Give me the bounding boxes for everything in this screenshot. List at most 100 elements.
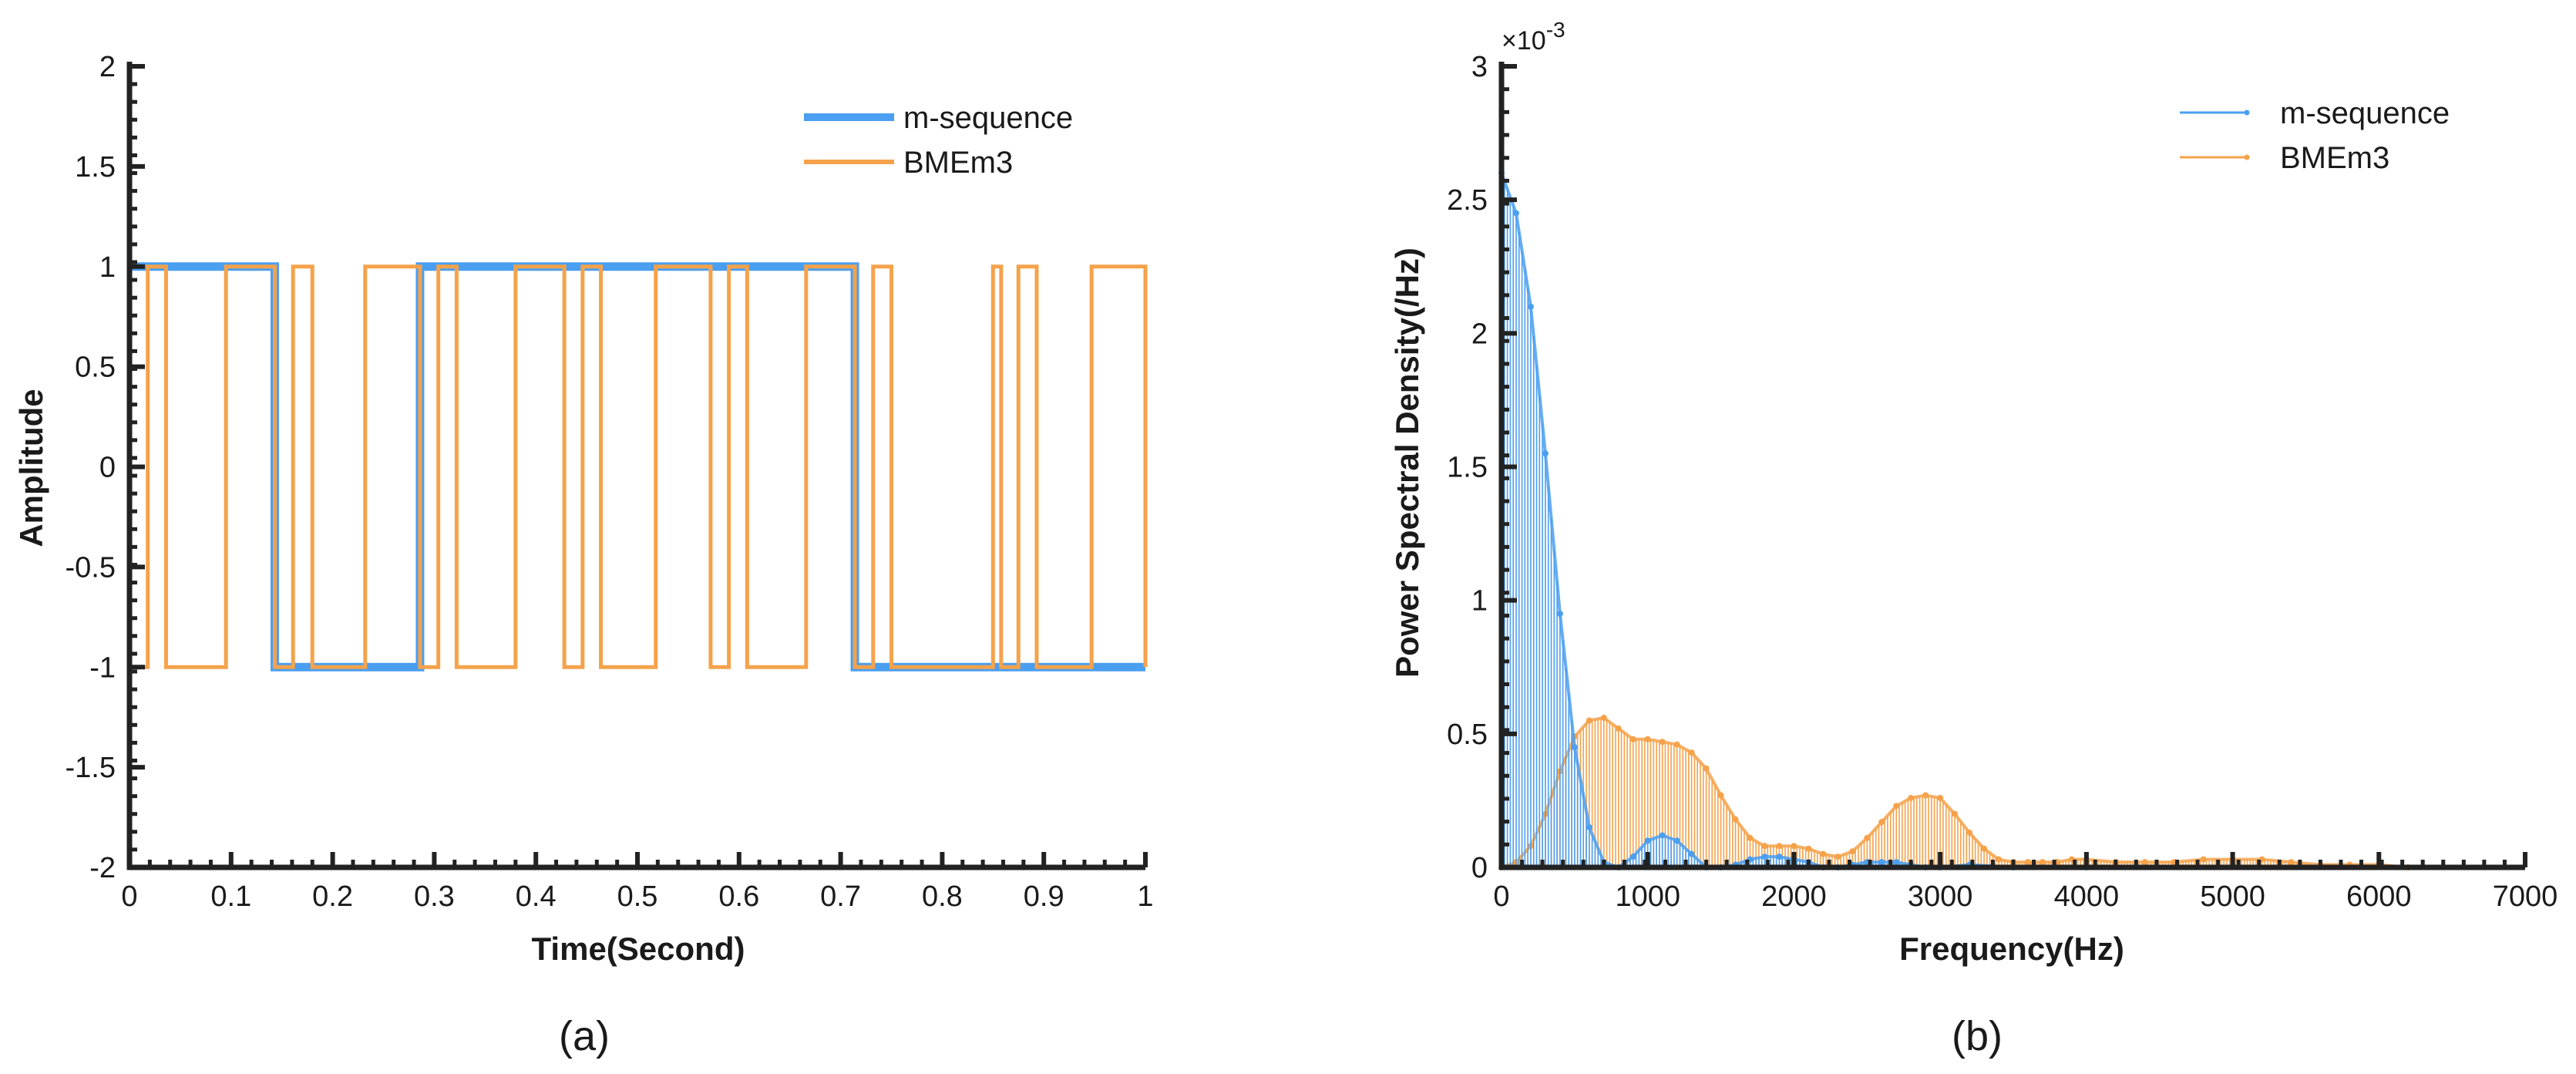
a-x-tick-label: 0.7 xyxy=(820,880,861,913)
a-x-tick-label: 0.8 xyxy=(922,880,963,913)
a-y-tick-label: -2 xyxy=(89,852,116,884)
b-point-bmem3 xyxy=(1615,725,1622,732)
panel-a-axes xyxy=(126,62,1148,870)
panel-b-caption: (b) xyxy=(1952,1013,2003,1059)
b-point-bmem3 xyxy=(1586,717,1592,724)
b-point-bmem3 xyxy=(1893,803,1900,810)
b-point-bmem3 xyxy=(1659,739,1666,746)
panel-b-y-axis-title: Power Spectral Density(/Hz) xyxy=(1389,247,1425,678)
b-x-tick-label: 7000 xyxy=(2493,880,2558,913)
b-point-m-sequence xyxy=(1878,859,1885,866)
b-point-bmem3 xyxy=(2141,859,2148,866)
panel-a-time-domain: 0 0.1 0.2 0.3 0.4 0.5 0.6 0.7 0.8 0.9 1 -2 -1.5 -1 -0… xyxy=(13,51,1154,1059)
panel-b-y-exponent: ×10-3 xyxy=(1502,18,1565,56)
panel-b-y-exponent-power: -3 xyxy=(1546,18,1565,42)
b-point-bmem3 xyxy=(1747,834,1754,841)
b-x-tick-label: 1000 xyxy=(1615,880,1680,913)
b-x-tick-label: 6000 xyxy=(2346,880,2412,913)
b-point-bmem3 xyxy=(1849,848,1856,855)
b-point-bmem3 xyxy=(1952,810,1959,817)
b-point-m-sequence xyxy=(1688,850,1695,857)
a-y-tick-label: 1.5 xyxy=(75,151,116,183)
panel-b-axes xyxy=(1498,62,2527,870)
b-point-bmem3 xyxy=(1996,856,2003,863)
b-point-bmem3 xyxy=(1688,749,1695,756)
panel-b-legend-label-m-sequence: m-sequence xyxy=(2280,96,2450,130)
b-point-bmem3 xyxy=(1732,816,1739,823)
b-point-m-sequence xyxy=(1556,610,1563,617)
b-point-bmem3 xyxy=(1703,765,1710,772)
panel-a-x-tick-labels: 0 0.1 0.2 0.3 0.4 0.5 0.6 0.7 0.8 0.9 1 xyxy=(121,880,1153,913)
panel-a-plot-area xyxy=(129,262,1148,672)
panel-b-x-axis-title: Frequency(Hz) xyxy=(1899,931,2124,967)
b-point-bmem3 xyxy=(2024,859,2031,866)
b-y-tick-label: 0.5 xyxy=(1447,719,1488,751)
b-x-tick-label: 0 xyxy=(1493,880,1509,913)
a-x-tick-label: 0.4 xyxy=(516,880,557,913)
b-point-m-sequence xyxy=(1586,824,1592,831)
a-y-tick-label: 1 xyxy=(99,251,116,284)
panel-b-legend: m-sequence BMEm3 xyxy=(2180,96,2450,175)
b-envelope-m-sequence xyxy=(1500,172,2087,870)
panel-a-y-tick-labels: -2 -1.5 -1 -0.5 0 0.5 1 1.5 2 xyxy=(66,51,116,884)
b-point-bmem3 xyxy=(1673,741,1680,748)
b-x-tick-label: 3000 xyxy=(1908,880,1973,913)
b-point-bmem3 xyxy=(1908,794,1915,801)
a-x-tick-label: 0.3 xyxy=(414,880,455,913)
b-y-tick-label: 1.5 xyxy=(1447,452,1488,484)
b-point-bmem3 xyxy=(1922,792,1929,799)
b-envelope-bmem3 xyxy=(1501,715,2409,869)
panel-a-legend-label-bmem3: BMEm3 xyxy=(903,146,1013,180)
b-point-bmem3 xyxy=(1761,843,1768,850)
b-point-bmem3 xyxy=(1981,845,1988,852)
b-point-m-sequence xyxy=(1571,744,1578,751)
b-point-bmem3 xyxy=(1791,843,1797,850)
panel-b-legend-marker-bmem3 xyxy=(2244,154,2250,160)
b-point-m-sequence xyxy=(1542,450,1549,457)
b-point-bmem3 xyxy=(2039,859,2046,866)
b-point-bmem3 xyxy=(1717,792,1724,799)
b-point-bmem3 xyxy=(1834,853,1841,860)
panel-b-legend-label-bmem3: BMEm3 xyxy=(2280,141,2389,175)
b-point-m-sequence xyxy=(1673,837,1680,844)
a-x-tick-label: 0.1 xyxy=(210,880,251,913)
panel-b-y-tick-labels: 0 0.5 1 1.5 2 2.5 3 xyxy=(1447,51,1488,884)
b-point-bmem3 xyxy=(1864,834,1871,841)
b-point-bmem3 xyxy=(2200,856,2207,863)
a-y-tick-label: 2 xyxy=(99,51,116,83)
panel-a-x-axis-title: Time(Second) xyxy=(532,931,745,967)
b-point-m-sequence xyxy=(1512,210,1519,217)
b-y-tick-label: 2 xyxy=(1471,318,1488,350)
a-y-tick-label: -0.5 xyxy=(66,551,116,584)
panel-a-caption: (a) xyxy=(559,1013,610,1059)
b-point-m-sequence xyxy=(1629,853,1636,860)
b-x-tick-label: 2000 xyxy=(1761,880,1827,913)
b-point-m-sequence xyxy=(1659,832,1666,839)
panel-a-legend: m-sequence BMEm3 xyxy=(804,101,1073,180)
a-x-tick-label: 0.2 xyxy=(312,880,353,913)
b-point-bmem3 xyxy=(1966,829,1973,836)
b-point-bmem3 xyxy=(1805,845,1812,852)
panel-b-plot-area xyxy=(1498,170,2412,870)
b-y-tick-label: 1 xyxy=(1471,585,1488,618)
panel-b-legend-marker-m-sequence xyxy=(2244,109,2250,116)
panel-b-spectrum: 0 1000 2000 3000 4000 5000 6000 7000 0 0.5 1 1.5 2 2… xyxy=(1389,18,2558,1059)
b-point-m-sequence xyxy=(1761,853,1768,860)
b-point-bmem3 xyxy=(1644,736,1651,742)
b-point-bmem3 xyxy=(2288,859,2295,866)
b-point-m-sequence xyxy=(1893,859,1900,866)
b-point-bmem3 xyxy=(1629,736,1636,742)
b-point-m-sequence xyxy=(1527,303,1534,310)
a-x-tick-label: 0 xyxy=(121,880,137,913)
b-x-tick-label: 4000 xyxy=(2054,880,2120,913)
b-point-m-sequence xyxy=(1776,853,1783,860)
b-y-tick-label: 3 xyxy=(1471,51,1488,83)
a-y-tick-label: 0 xyxy=(99,452,116,484)
b-point-m-sequence xyxy=(1644,837,1651,844)
a-y-tick-label: -1.5 xyxy=(66,752,116,784)
b-point-bmem3 xyxy=(1820,850,1827,857)
panel-b-y-exponent-base: ×10 xyxy=(1502,26,1546,56)
a-x-tick-label: 0.6 xyxy=(718,880,759,913)
panel-a-y-axis-title: Amplitude xyxy=(13,389,49,547)
